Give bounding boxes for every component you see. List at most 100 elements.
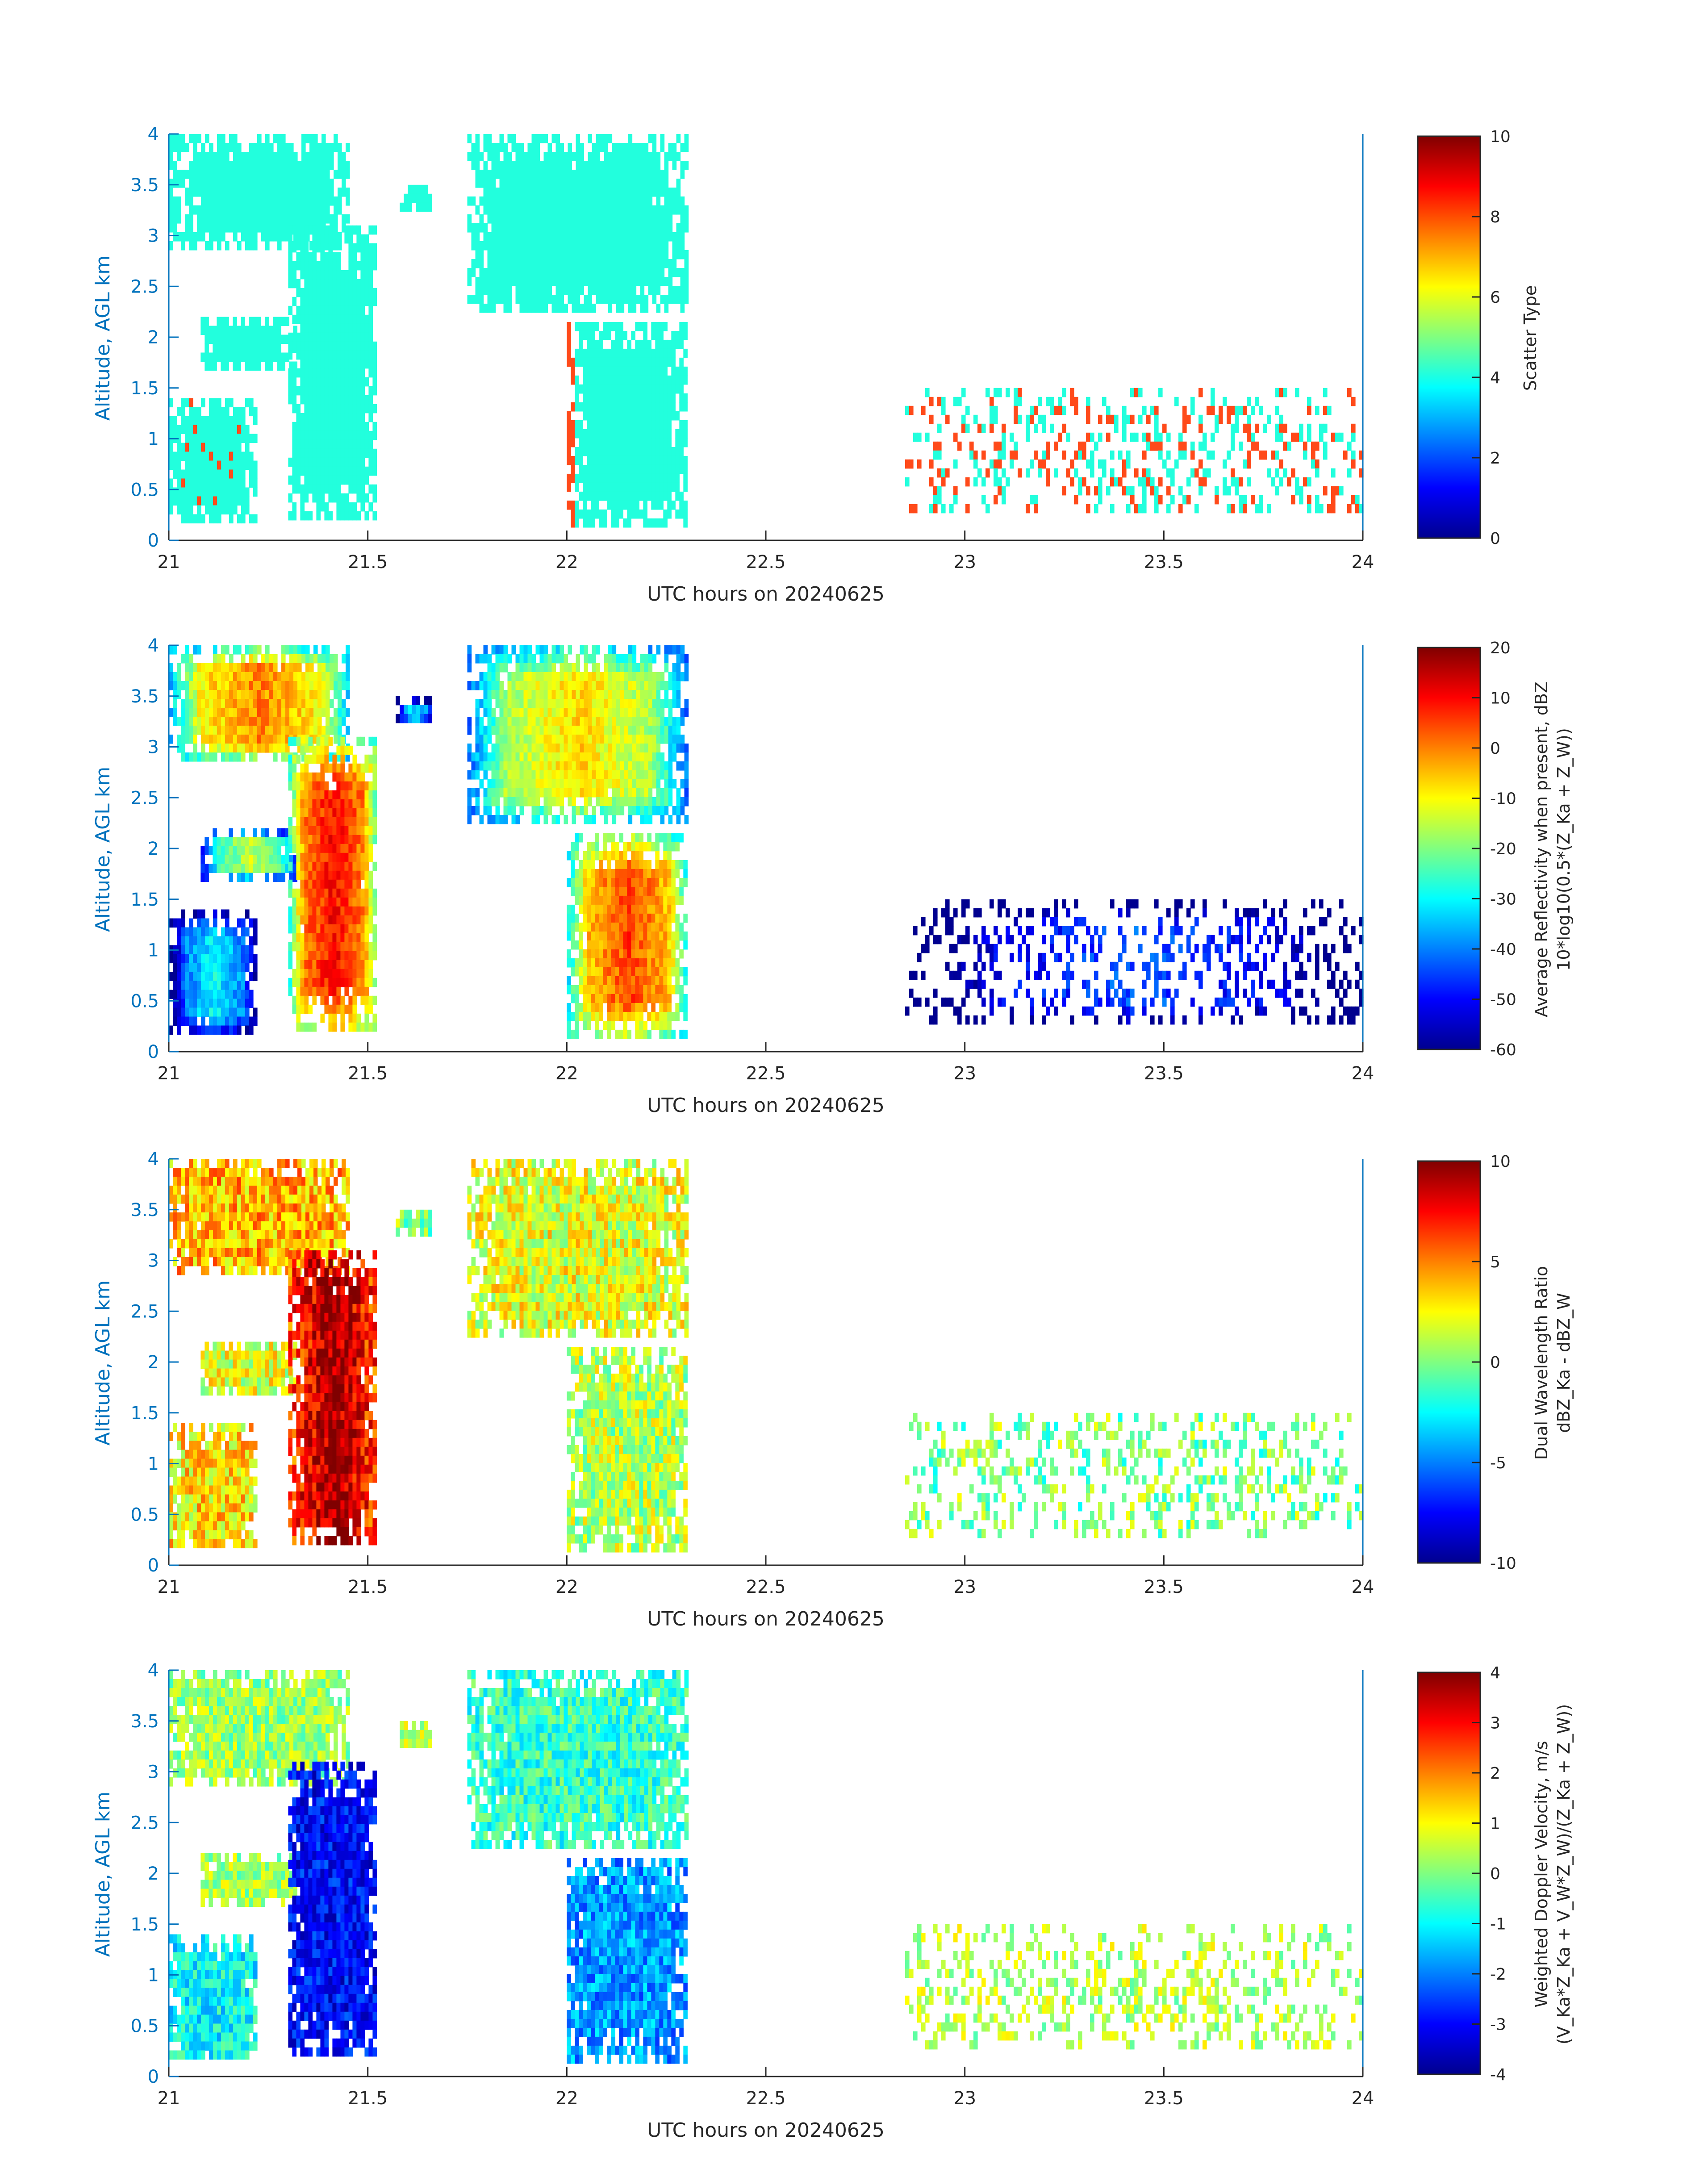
data-cell (225, 179, 230, 188)
data-cell (225, 699, 230, 708)
data-cell (491, 304, 496, 313)
data-cell (640, 170, 645, 179)
data-cell (292, 225, 296, 235)
data-cell (933, 486, 938, 496)
data-cell (261, 708, 266, 717)
data-cell (551, 241, 556, 251)
data-cell (604, 681, 609, 690)
data-cell (587, 339, 591, 349)
data-cell (560, 188, 564, 197)
data-cell (205, 188, 209, 197)
x-tick-label: 24 (1352, 552, 1374, 572)
data-cell (348, 484, 353, 494)
data-cell (277, 241, 282, 251)
data-cell (320, 314, 325, 324)
data-cell (292, 261, 296, 271)
data-cell (535, 645, 540, 655)
data-cell (273, 717, 278, 726)
data-cell (515, 259, 520, 268)
data-cell (237, 361, 241, 371)
data-cell (336, 484, 341, 494)
data-cell (233, 352, 237, 362)
data-cell (656, 268, 661, 277)
data-cell (257, 681, 262, 690)
data-cell (579, 438, 583, 447)
data-cell (479, 672, 484, 681)
data-cell (656, 744, 661, 753)
data-cell (612, 761, 617, 771)
data-cell (293, 232, 298, 242)
data-cell (523, 690, 528, 699)
data-cell (312, 252, 317, 262)
data-cell (364, 279, 369, 288)
data-cell (511, 726, 516, 735)
data-cell (241, 451, 246, 461)
data-cell (201, 434, 205, 443)
data-cell (627, 402, 631, 412)
data-cell (560, 205, 564, 215)
data-cell (1211, 432, 1215, 442)
data-cell (200, 317, 205, 326)
data-cell (253, 416, 258, 426)
data-cell (519, 663, 524, 673)
data-cell (265, 223, 270, 233)
data-cell (225, 361, 229, 371)
data-cell (628, 161, 633, 170)
data-cell (568, 744, 572, 753)
data-cell (503, 663, 508, 673)
data-cell (583, 509, 587, 519)
data-cell (595, 339, 599, 349)
data-cell (1231, 441, 1235, 451)
data-cell (479, 277, 484, 286)
data-cell (1182, 414, 1187, 424)
data-cell (1150, 486, 1155, 496)
data-cell (346, 663, 350, 673)
data-cell (217, 681, 221, 690)
data-cell (305, 699, 310, 708)
data-cell (592, 690, 597, 699)
data-cell (177, 496, 181, 506)
data-cell (608, 663, 613, 673)
data-cell (1295, 432, 1299, 442)
data-cell (596, 188, 601, 197)
data-cell (611, 357, 615, 367)
data-cell (527, 268, 532, 277)
data-cell (344, 475, 349, 485)
data-cell (316, 243, 321, 253)
data-cell (596, 179, 601, 188)
data-cell (292, 279, 296, 288)
data-cell (201, 460, 205, 470)
data-cell (479, 196, 484, 206)
data-cell (181, 241, 185, 251)
y-tick-label: 3.5 (130, 175, 159, 196)
data-cell (535, 223, 540, 233)
data-cell (364, 350, 369, 360)
data-cell (297, 672, 302, 681)
data-cell (591, 464, 595, 474)
data-cell (1331, 486, 1336, 496)
data-cell (567, 500, 571, 510)
data-cell (604, 196, 609, 206)
data-cell (643, 375, 647, 385)
data-cell (684, 744, 689, 753)
data-cell (326, 152, 330, 161)
data-cell (185, 196, 189, 206)
data-cell (507, 699, 512, 708)
data-cell (631, 455, 635, 465)
data-cell (608, 690, 613, 699)
data-cell (304, 439, 309, 449)
data-cell (1247, 459, 1251, 469)
data-cell (169, 672, 173, 681)
data-cell (631, 491, 635, 501)
data-cell (664, 205, 669, 215)
data-cell (356, 395, 361, 405)
data-cell (368, 332, 373, 342)
data-cell (584, 250, 589, 259)
data-cell (1126, 504, 1131, 514)
data-cell (551, 752, 556, 762)
data-cell (326, 161, 330, 170)
data-cell (1142, 477, 1147, 487)
data-cell (241, 232, 246, 242)
data-cell (1243, 504, 1247, 514)
data-cell (616, 214, 621, 224)
